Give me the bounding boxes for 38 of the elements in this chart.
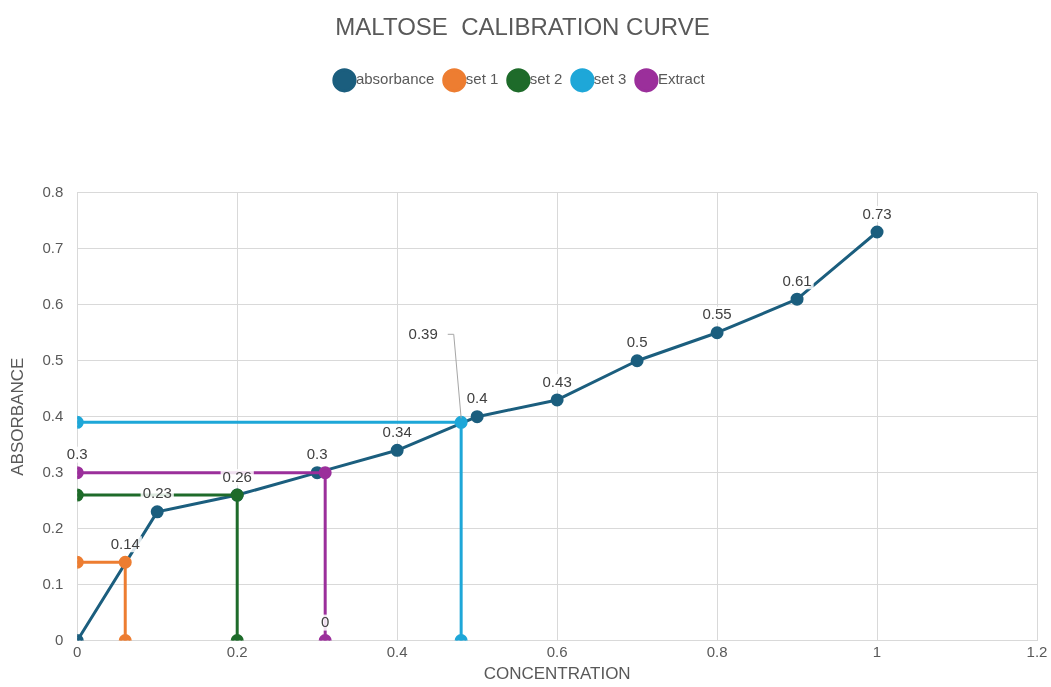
y-tick-label: 0.1	[42, 574, 64, 592]
x-tick-label: 1.2	[1026, 642, 1048, 660]
y-tick-label: 0	[54, 630, 64, 648]
data-label: 0.61	[782, 271, 812, 289]
data-label: 0.55	[702, 305, 732, 323]
y-tick-label: 0.2	[42, 518, 64, 536]
chart-title: MALTOSE CALIBRATION CURVE	[335, 13, 710, 41]
y-tick-label: 0.6	[42, 294, 64, 312]
x-axis-title: CONCENTRATION	[483, 664, 631, 684]
x-tick-label: 0.4	[386, 642, 408, 660]
legend-label: absorbance	[355, 70, 435, 88]
legend-label: Extract	[657, 70, 706, 88]
data-label: 0.34	[382, 422, 412, 440]
y-tick-label: 0.8	[42, 182, 64, 200]
y-tick-label: 0.5	[42, 350, 64, 368]
x-tick-label: 0.8	[706, 642, 728, 660]
data-label: 0.3	[306, 445, 328, 463]
legend-label: set 2	[529, 70, 563, 88]
data-label: 0.39	[408, 324, 438, 342]
y-tick-label: 0.7	[42, 238, 64, 256]
data-label: 0.14	[110, 534, 140, 552]
x-tick-label: 0.2	[226, 642, 248, 660]
data-label: 0.3	[66, 445, 88, 463]
x-tick-label: 1	[872, 642, 882, 660]
data-label: 0.73	[862, 204, 892, 222]
x-tick-label: 0	[73, 642, 82, 660]
y-axis-title: ABSORBANCE	[7, 357, 27, 476]
data-label: 0.43	[542, 372, 572, 390]
data-label: 0	[321, 613, 330, 631]
y-tick-label: 0.3	[42, 462, 64, 480]
legend-label: set 1	[465, 70, 499, 88]
data-label: 0.4	[466, 389, 488, 407]
data-label: 0.23	[142, 484, 172, 502]
legend-label: set 3	[593, 70, 627, 88]
data-label: 0.5	[626, 333, 648, 351]
x-tick-label: 0.6	[546, 642, 568, 660]
y-tick-label: 0.4	[42, 406, 64, 424]
data-label: 0.26	[222, 467, 252, 485]
